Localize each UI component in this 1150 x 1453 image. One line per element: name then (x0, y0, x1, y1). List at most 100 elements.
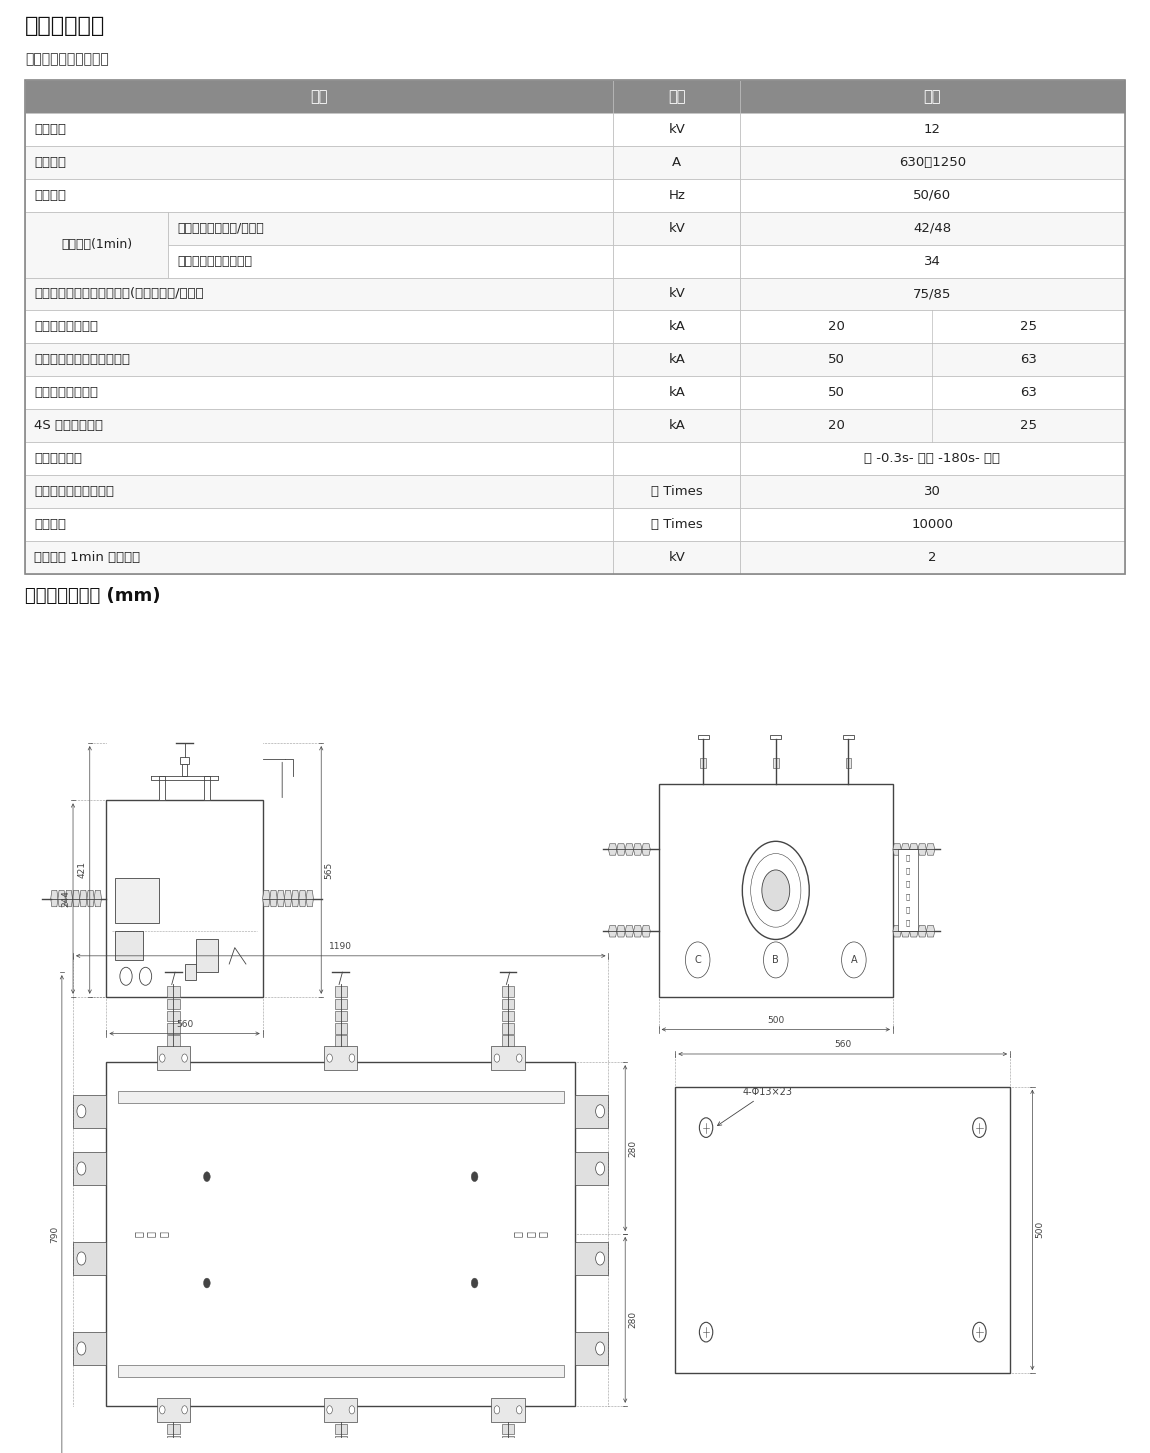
Bar (613, 410, 739, 442)
Bar (613, 442, 739, 475)
Polygon shape (335, 998, 347, 1008)
Text: C: C (695, 955, 702, 965)
Bar (182, 764, 187, 776)
Polygon shape (902, 926, 910, 937)
Circle shape (327, 1405, 332, 1414)
Polygon shape (270, 891, 277, 907)
Bar (739, 475, 1125, 509)
Bar (204, 776, 209, 801)
Text: 25: 25 (1020, 321, 1037, 333)
Text: 20: 20 (828, 420, 844, 432)
Text: 12: 12 (923, 124, 941, 135)
Bar (156, 1046, 190, 1071)
Circle shape (204, 1171, 210, 1181)
Polygon shape (277, 891, 284, 907)
Bar (117, 1091, 564, 1103)
Bar (25, 80, 613, 113)
Bar (613, 80, 739, 113)
Polygon shape (167, 1449, 179, 1453)
Text: 参数: 参数 (923, 89, 941, 103)
Text: 开: 开 (906, 867, 911, 875)
Polygon shape (167, 1424, 179, 1434)
Bar (25, 113, 613, 145)
Polygon shape (501, 1036, 514, 1046)
Circle shape (77, 1343, 86, 1356)
Text: 二次回路 1min 工频耐压: 二次回路 1min 工频耐压 (34, 551, 140, 564)
Text: A: A (672, 155, 681, 169)
Circle shape (596, 1252, 605, 1266)
Circle shape (516, 1053, 522, 1062)
Circle shape (761, 870, 790, 911)
Text: 变: 变 (906, 907, 911, 914)
Bar (739, 509, 1125, 541)
Text: 25: 25 (1020, 420, 1037, 432)
Polygon shape (335, 1436, 347, 1447)
Bar (107, 1062, 575, 1405)
Text: 63: 63 (1020, 386, 1037, 400)
Bar (168, 212, 613, 244)
Polygon shape (58, 891, 66, 907)
Bar (739, 113, 1125, 145)
Bar (107, 801, 262, 997)
Text: 机械寿命: 机械寿命 (34, 519, 66, 530)
Polygon shape (634, 926, 642, 937)
Bar (739, 376, 1125, 410)
Bar (324, 1398, 358, 1422)
Text: kA: kA (668, 386, 685, 400)
Text: 4-Φ13×23: 4-Φ13×23 (718, 1087, 792, 1126)
Bar (739, 278, 1125, 311)
Polygon shape (501, 1011, 514, 1021)
Text: 2: 2 (928, 551, 936, 564)
Text: 42/48: 42/48 (913, 222, 951, 234)
Polygon shape (167, 998, 179, 1008)
Text: 500: 500 (1035, 1221, 1044, 1238)
Circle shape (973, 1322, 986, 1343)
Bar (25, 278, 613, 311)
Text: 50/60: 50/60 (913, 189, 951, 202)
Text: kA: kA (668, 353, 685, 366)
Bar (675, 1087, 1010, 1373)
Polygon shape (616, 844, 626, 856)
Bar (491, 1398, 524, 1422)
Bar (613, 244, 739, 278)
Bar (74, 1152, 107, 1184)
Circle shape (699, 1322, 713, 1343)
Text: 244: 244 (61, 891, 70, 907)
Bar (196, 940, 218, 972)
Text: kV: kV (668, 288, 685, 301)
Polygon shape (892, 926, 902, 937)
Polygon shape (335, 1011, 347, 1021)
Bar (117, 1364, 564, 1377)
Bar (739, 80, 1125, 113)
Polygon shape (642, 926, 650, 937)
Bar (613, 212, 739, 244)
Bar (25, 509, 613, 541)
Bar (184, 963, 196, 981)
Bar (845, 758, 851, 767)
Bar (25, 145, 613, 179)
Polygon shape (616, 926, 626, 937)
Text: 421: 421 (78, 862, 87, 879)
Bar (74, 1332, 107, 1364)
Bar (770, 735, 781, 740)
Polygon shape (642, 844, 650, 856)
Circle shape (77, 1162, 86, 1175)
Polygon shape (167, 1036, 179, 1046)
Text: 比: 比 (906, 920, 911, 927)
Circle shape (596, 1104, 605, 1117)
Text: 34: 34 (923, 254, 941, 267)
Text: 额定操作循环: 额定操作循环 (34, 452, 82, 465)
Bar (25, 212, 168, 278)
Bar (739, 145, 1125, 179)
Circle shape (160, 1405, 166, 1414)
Bar (739, 244, 1125, 278)
Text: 50: 50 (828, 386, 844, 400)
Bar (613, 509, 739, 541)
Text: 560: 560 (834, 1040, 851, 1049)
Bar (324, 1046, 358, 1071)
Bar (25, 179, 613, 212)
Text: kA: kA (668, 420, 685, 432)
Text: B: B (773, 955, 780, 965)
Text: 外形及安装尺寸 (mm): 外形及安装尺寸 (mm) (25, 587, 161, 604)
Bar (25, 311, 613, 343)
